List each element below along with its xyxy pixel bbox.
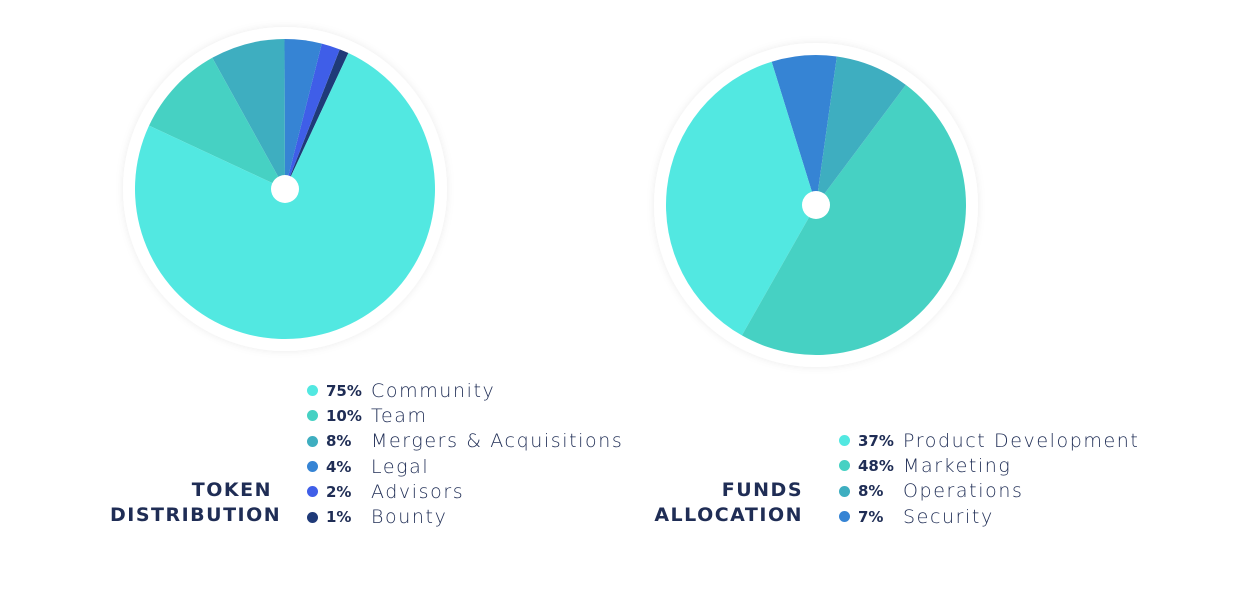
legend-label: Legal	[371, 455, 430, 478]
funds-allocation-title-line-2: ALLOCATION	[654, 504, 803, 526]
legend-swatch	[307, 385, 318, 397]
legend-percent: 1%	[326, 508, 352, 527]
legend-percent: 4%	[326, 457, 352, 476]
legend-percent: 37%	[858, 431, 894, 450]
legend-swatch	[307, 410, 318, 422]
token-distribution-pie	[117, 21, 453, 357]
legend-swatch	[839, 435, 850, 447]
legend-label: Team	[371, 404, 428, 427]
legend-item-marketing: 48% Marketing	[839, 453, 1140, 478]
legend-item-advisors: 2% Advisors	[307, 479, 623, 504]
legend-label: Community	[371, 379, 496, 402]
pie-slice-bounty	[285, 49, 349, 189]
legend-item-operations: 8% Operations	[839, 479, 1140, 504]
legend-swatch	[839, 511, 850, 523]
funds-allocation-pie	[648, 37, 984, 373]
legend-percent: 7%	[858, 507, 884, 526]
legend-percent: 48%	[858, 456, 894, 475]
funds-allocation-pie-svg	[654, 43, 978, 367]
legend-percent: 8%	[858, 482, 884, 501]
legend-item-mergers-acquisitions: 8% Mergers & Acquisitions	[307, 429, 623, 454]
legend-swatch	[839, 460, 850, 472]
legend-item-bounty: 1% Bounty	[307, 504, 623, 529]
pie-center-hole	[271, 175, 299, 203]
legend-percent: 75%	[326, 381, 362, 400]
legend-item-security: 7% Security	[839, 504, 1140, 529]
legend-label: Advisors	[371, 480, 465, 503]
legend-swatch	[307, 435, 318, 447]
pie-slice-marketing	[741, 84, 967, 355]
legend-item-team: 10% Team	[307, 403, 623, 428]
legend-item-product-development: 37% Product Development	[839, 428, 1140, 453]
pie-slice-mergers-acquisitions	[212, 39, 285, 189]
legend-item-legal: 4% Legal	[307, 454, 623, 479]
legend-percent: 2%	[326, 482, 352, 501]
pie-center-hole	[802, 191, 830, 219]
legend-swatch	[307, 486, 318, 498]
legend-label: Mergers & Acquisitions	[371, 430, 624, 453]
pie-slice-product-development	[666, 61, 816, 336]
token-distribution-pie-svg	[123, 27, 447, 351]
legend-percent: 10%	[326, 406, 362, 425]
pie-slice-operations	[816, 56, 906, 205]
funds-allocation-title: FUNDS ALLOCATION	[640, 478, 803, 528]
funds-allocation-legend: 37% Product Development 48% Marketing 8% Oper…	[839, 428, 1140, 529]
legend-label: Product Development	[903, 429, 1140, 452]
legend-label: Security	[903, 505, 994, 528]
token-distribution-title-line-2: DISTRIBUTION	[110, 504, 282, 526]
pie-slice-advisors	[285, 43, 340, 190]
pie-slice-security	[771, 55, 837, 205]
legend-item-community: 75% Community	[307, 378, 623, 403]
pie-slice-legal	[284, 39, 322, 189]
token-distribution-title: TOKEN DISTRIBUTION	[110, 478, 282, 528]
legend-swatch	[839, 485, 850, 497]
legend-label: Marketing	[903, 454, 1012, 477]
token-distribution-legend: 75% Community 10% Team 8% Mergers & Acquisiti…	[307, 378, 623, 530]
token-distribution-title-line-1: TOKEN	[191, 479, 272, 501]
pie-slice-team	[149, 57, 285, 190]
legend-percent: 8%	[326, 432, 352, 451]
legend-swatch	[307, 511, 318, 523]
legend-swatch	[307, 461, 318, 473]
legend-label: Bounty	[371, 506, 448, 529]
funds-allocation-title-line-1: FUNDS	[721, 479, 803, 501]
legend-label: Operations	[903, 480, 1024, 503]
